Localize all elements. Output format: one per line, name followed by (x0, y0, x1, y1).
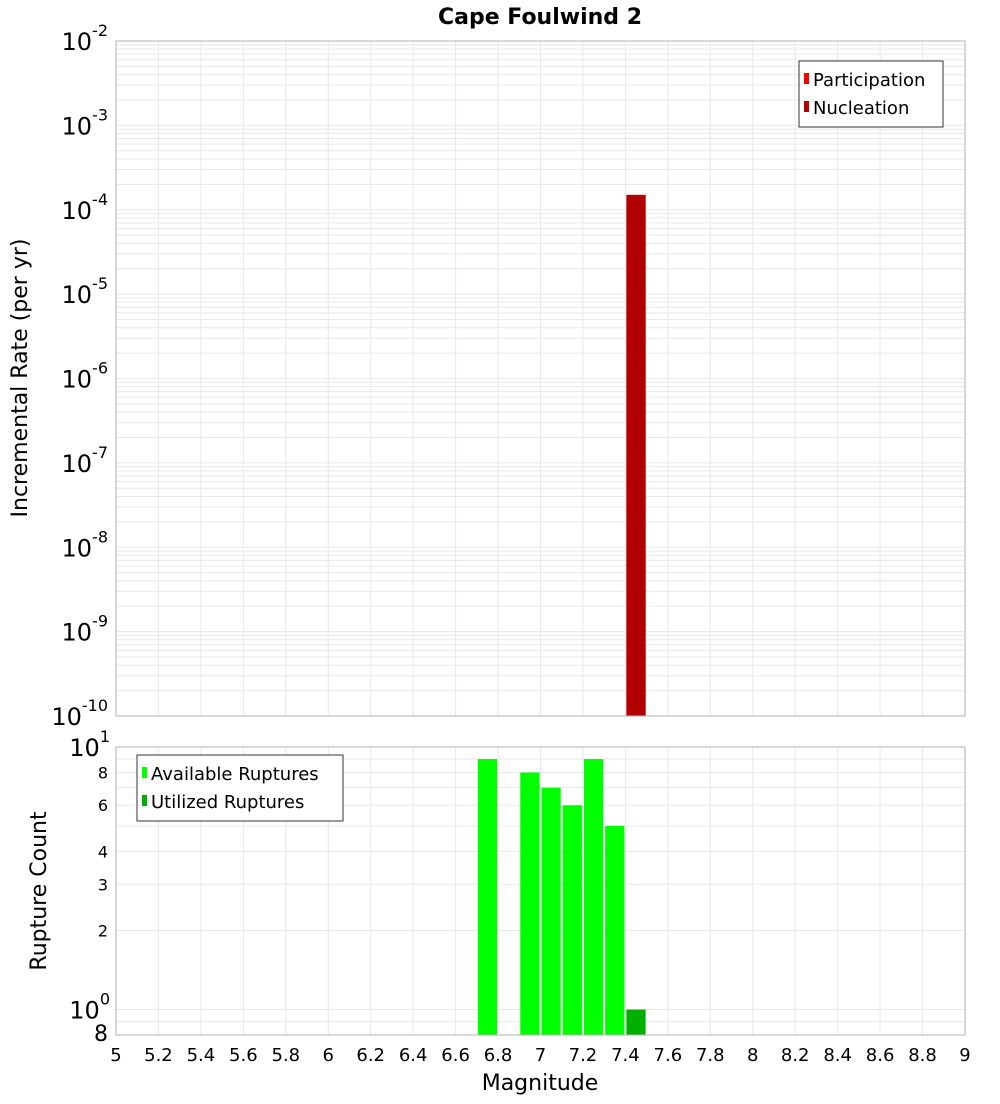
y-tick-label: 10-4 (62, 190, 109, 225)
legend-ruptures: Available Ruptures Utilized Ruptures (136, 754, 344, 822)
x-tick-label: 9 (959, 1045, 970, 1066)
y-tick-label: 3 (98, 875, 108, 894)
x-tick-label: 7 (535, 1045, 546, 1066)
legend-swatch (142, 767, 147, 778)
x-tick-label: 5.2 (144, 1045, 173, 1066)
x-tick-label: 6.4 (399, 1045, 428, 1066)
y-tick-label: 10-3 (62, 105, 109, 140)
x-tick-label: 8.2 (781, 1045, 810, 1066)
x-tick-label: 8.8 (908, 1045, 937, 1066)
bar-available-ruptures (477, 759, 498, 1035)
legend-swatch (142, 795, 147, 806)
y-tick-label: 10-5 (62, 274, 109, 309)
bar-available-ruptures (562, 805, 582, 1035)
x-tick-label: 5.4 (187, 1045, 216, 1066)
chart-title: Cape Foulwind 2 (438, 5, 642, 30)
x-tick-label: 8 (747, 1045, 758, 1066)
legend-item-label: Participation (813, 70, 925, 91)
bar-available-ruptures (605, 826, 625, 1035)
x-tick-label: 6.6 (441, 1045, 470, 1066)
y-tick-label: 6 (98, 796, 108, 815)
y-tick-label: 4 (98, 842, 108, 861)
plot-frame (115, 40, 966, 717)
y-tick-label: 101 (69, 727, 110, 762)
x-tick-label: 7.4 (611, 1045, 640, 1066)
y-tick-label: 10-6 (62, 359, 109, 394)
y-tick-label: 100 (69, 990, 110, 1025)
bar-utilized-ruptures (626, 1009, 646, 1035)
x-tick-label: 6.2 (356, 1045, 385, 1066)
y-tick-label: 10-8 (62, 527, 109, 562)
y-tick-label: 8 (94, 1022, 108, 1047)
y-axis-label-rate: Incremental Rate (per yr) (8, 239, 33, 518)
x-tick-label: 5.6 (229, 1045, 258, 1066)
x-axis-label: Magnitude (482, 1071, 599, 1096)
incremental-rate-plot: 10-2 10-3 10-4 10-5 10-6 10-7 10-8 10-9 10-10 (51, 21, 966, 731)
plot-frame (115, 746, 966, 1036)
legend-rate: Participation Nucleation (798, 60, 944, 128)
legend-item-label: Nucleation (813, 98, 909, 119)
y-tick-label: 10-2 (62, 21, 109, 56)
x-tick-label: 8.6 (866, 1045, 895, 1066)
x-tick-label: 5 (110, 1045, 121, 1066)
bar-available-ruptures (583, 759, 604, 1035)
legend-item-label: Available Ruptures (151, 764, 319, 785)
bar-available-ruptures (541, 787, 561, 1035)
y-axis-label-count: Rupture Count (27, 811, 52, 971)
bar-available-ruptures (520, 772, 540, 1035)
x-tick-label: 7.2 (569, 1045, 598, 1066)
y-tick-label: 8 (98, 763, 108, 782)
legend-swatch (804, 101, 809, 112)
x-tick-label: 6.8 (484, 1045, 513, 1066)
legend-item-label: Utilized Ruptures (151, 792, 304, 813)
x-tick-label: 7.8 (696, 1045, 725, 1066)
x-axis-ticks: 5 5.2 5.4 5.6 5.8 6 6.2 6.4 6.6 6.8 7 7.2 7.4 7.6 7.8 8… (110, 1045, 970, 1066)
y-tick-label: 10-10 (51, 696, 108, 731)
y-tick-label: 10-7 (62, 443, 109, 478)
x-tick-label: 6 (323, 1045, 334, 1066)
y-tick-label: 10-9 (62, 612, 109, 647)
y-tick-label: 2 (98, 922, 108, 941)
bar-nucleation (626, 194, 646, 716)
x-tick-label: 7.6 (654, 1045, 683, 1066)
legend-swatch (804, 73, 809, 84)
x-tick-label: 5.8 (271, 1045, 300, 1066)
x-tick-label: 8.4 (823, 1045, 852, 1066)
